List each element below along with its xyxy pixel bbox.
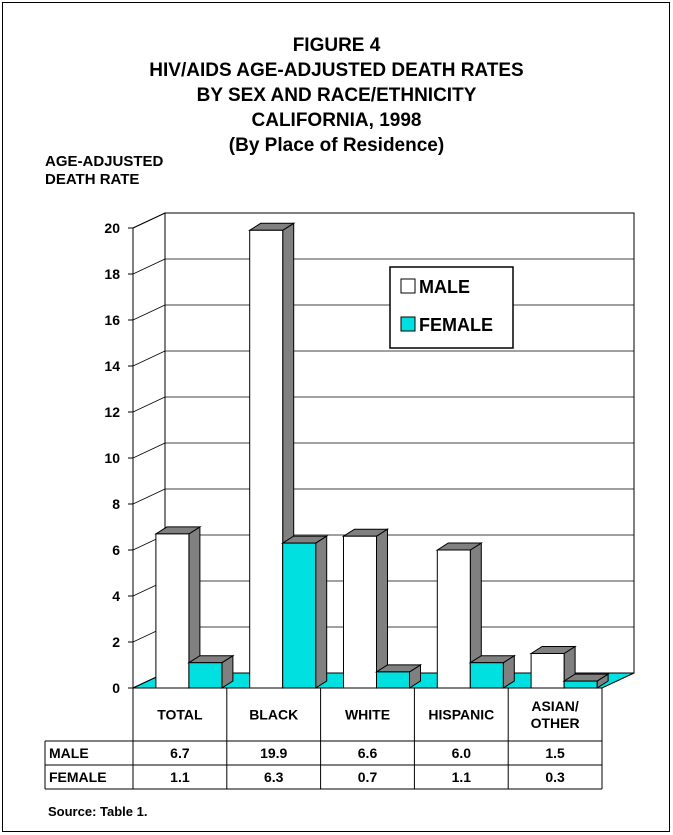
chart-title: HIV/AIDS AGE-ADJUSTED DEATH RATES	[149, 60, 524, 81]
figure-number: FIGURE 4	[292, 35, 381, 56]
category-label: ASIAN/	[531, 698, 579, 714]
category-label: HISPANIC	[428, 707, 494, 723]
bar-female-front	[469, 662, 504, 689]
chart-note: (By Place of Residence)	[228, 135, 445, 156]
gridline-side	[132, 258, 166, 275]
gridline-side	[132, 304, 166, 321]
y-tick-label: 14	[104, 358, 120, 374]
bar-female-front	[282, 542, 317, 689]
table-cell-female: 0.3	[545, 769, 565, 785]
y-axis-label-line-2: DEATH RATE	[45, 171, 140, 188]
bar-male-front	[155, 533, 190, 689]
gridline-side	[132, 488, 166, 505]
table-cell-male: 19.9	[260, 745, 287, 761]
gridline-side	[132, 442, 166, 459]
y-tick-label: 2	[112, 634, 120, 650]
category-label: BLACK	[249, 707, 298, 723]
table-cell-female: 0.7	[358, 769, 378, 785]
legend-label-male: MALE	[419, 277, 470, 297]
chart-location: CALIFORNIA, 1998	[251, 110, 422, 131]
bar-female	[562, 673, 610, 689]
bar-female-front	[376, 671, 410, 689]
y-tick-label: 0	[112, 680, 120, 696]
y-tick-label: 18	[104, 266, 120, 282]
gridline-side	[132, 396, 166, 413]
bar-female-side	[315, 535, 328, 689]
bar-male-side	[376, 528, 388, 689]
gridline-side	[132, 350, 166, 367]
y-tick-label: 12	[104, 404, 120, 420]
y-tick-label: 10	[104, 450, 120, 466]
table-cell-male: 6.6	[358, 745, 378, 761]
category-label: TOTAL	[157, 707, 203, 723]
category-label: OTHER	[531, 715, 580, 731]
table-cell-female: 6.3	[264, 769, 284, 785]
bar-male-front	[249, 229, 284, 689]
table-cell-male: 6.0	[452, 745, 472, 761]
bar-male-front	[343, 535, 377, 689]
table-cell-male: 6.7	[170, 745, 190, 761]
y-tick-label: 8	[112, 496, 120, 512]
table-row-label-female: FEMALE	[49, 769, 107, 785]
table-cell-female: 1.1	[452, 769, 472, 785]
bar-female	[187, 654, 235, 689]
gridline-side	[132, 212, 166, 229]
bar-female-front	[188, 662, 223, 689]
chart-subtitle: BY SEX AND RACE/ETHNICITY	[196, 85, 477, 106]
category-label: WHITE	[345, 707, 390, 723]
bar-female	[374, 663, 423, 689]
bar-female	[468, 654, 517, 689]
y-axis-label: AGE-ADJUSTED	[45, 153, 164, 170]
bar-male	[154, 525, 202, 689]
table-row-label-male: MALE	[49, 745, 89, 761]
legend-swatch-female	[400, 316, 416, 332]
bar-male	[341, 528, 390, 689]
table-cell-female: 1.1	[170, 769, 190, 785]
bar-male	[435, 542, 484, 689]
legend-swatch-male	[400, 278, 416, 294]
bar-male-front	[530, 653, 565, 689]
bar-female	[280, 535, 329, 689]
bar-female-front	[563, 680, 598, 689]
legend-label-female: FEMALE	[419, 315, 493, 335]
y-tick-label: 20	[104, 220, 120, 236]
y-tick-label: 6	[112, 542, 120, 558]
y-tick-label: 4	[112, 588, 120, 604]
y-tick-label: 16	[104, 312, 120, 328]
source-note: Source: Table 1.	[48, 804, 148, 819]
bar-male-front	[436, 549, 471, 689]
table-cell-male: 1.5	[545, 745, 565, 761]
